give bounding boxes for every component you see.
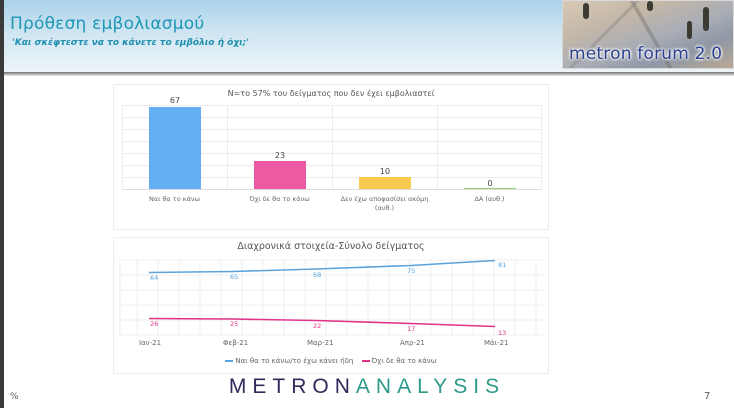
line-chart-plot: 64 65 68 75 81 26 25 22 17 13 Ιαν-21 Φεβ… xyxy=(119,259,544,347)
bar-value-label: 23 xyxy=(274,151,286,160)
logo-photo-figure xyxy=(647,1,653,11)
legend-item-yes: Ναι θα το κάνω/το έχω κάνει ήδη xyxy=(225,357,353,365)
category-label: Ναι θα το κάνω xyxy=(149,195,200,203)
legend-swatch-blue xyxy=(225,360,234,362)
svg-text:75: 75 xyxy=(407,267,415,275)
gridline xyxy=(227,105,228,189)
gridline xyxy=(332,105,333,189)
metron-analysis-logo: METRONANALYSIS xyxy=(0,375,734,399)
svg-text:13: 13 xyxy=(498,329,506,337)
page-number: 7 xyxy=(704,391,711,402)
svg-text:Φεβ-21: Φεβ-21 xyxy=(223,339,248,347)
metron-forum-logo: metron forum 2.0 xyxy=(562,0,734,69)
legend-label: Ναι θα το κάνω/το έχω κάνει ήδη xyxy=(235,357,354,365)
bar-chart-title: N=το 57% του δείγματος που δεν έχει εμβο… xyxy=(227,89,435,98)
bar-undecided xyxy=(359,177,411,189)
slide-title: Πρόθεση εμβολιασμού xyxy=(10,14,205,34)
brand-metron: METRON xyxy=(228,375,356,398)
logo-photo-figure xyxy=(703,7,709,31)
header-divider xyxy=(4,72,734,76)
bar-chart-plot-area: 67 23 10 0 xyxy=(122,96,542,190)
category-label: ΔΑ (αυθ.) xyxy=(474,195,505,203)
svg-text:Ιαν-21: Ιαν-21 xyxy=(139,339,161,347)
legend-swatch-pink xyxy=(361,360,370,362)
svg-text:Απρ-21: Απρ-21 xyxy=(400,339,425,347)
bar-value-label: 10 xyxy=(379,167,391,176)
svg-text:17: 17 xyxy=(407,325,415,333)
svg-text:26: 26 xyxy=(150,320,158,328)
gridline xyxy=(122,105,123,189)
slide-subtitle: 'Και σκέφτεστε να το κάνετε το εμβόλιο ή… xyxy=(12,38,249,48)
bar-no-answer xyxy=(464,188,516,189)
svg-text:Μάι-21: Μάι-21 xyxy=(484,339,508,347)
line-chart-grid xyxy=(119,259,544,336)
svg-text:64: 64 xyxy=(150,274,158,282)
unit-label: % xyxy=(10,392,19,402)
line-chart-title: Διαχρονικά στοιχεία-Σύνολο δείγματος xyxy=(237,241,425,252)
svg-text:68: 68 xyxy=(313,271,321,279)
line-chart: Διαχρονικά στοιχεία-Σύνολο δείγματος xyxy=(113,237,549,374)
gridline xyxy=(541,105,542,189)
bar-value-label: 67 xyxy=(169,96,181,105)
svg-text:65: 65 xyxy=(230,273,238,281)
gridline xyxy=(437,105,438,189)
brand-analysis: ANALYSIS xyxy=(355,375,506,398)
series-yes-line xyxy=(148,259,496,274)
svg-text:81: 81 xyxy=(498,261,506,269)
x-axis-line xyxy=(122,189,542,190)
logo-photo-figure xyxy=(583,3,589,19)
category-label: Όχι δε θα το κάνω xyxy=(249,195,310,203)
window-left-edge xyxy=(0,0,4,408)
bar-no xyxy=(254,161,306,189)
legend-item-no: Όχι δε θα το κάνω xyxy=(361,357,437,365)
category-label: Δεν έχω αποφασίσει ακόμη (αυθ.) xyxy=(340,195,429,212)
logo-text: metron forum 2.0 xyxy=(569,44,723,64)
bar-value-label: 0 xyxy=(487,179,493,188)
bar-chart: N=το 57% του δείγματος που δεν έχει εμβο… xyxy=(113,84,549,230)
svg-text:25: 25 xyxy=(230,320,238,328)
svg-text:Μαρ-21: Μαρ-21 xyxy=(307,339,334,347)
legend-label: Όχι δε θα το κάνω xyxy=(371,357,437,365)
bar-yes xyxy=(149,107,201,189)
svg-text:22: 22 xyxy=(313,322,321,330)
series-no-line xyxy=(148,317,496,328)
logo-photo-figure xyxy=(687,21,692,39)
slide-header: Πρόθεση εμβολιασμού 'Και σκέφτεστε να το… xyxy=(4,0,734,72)
line-chart-legend: Ναι θα το κάνω/το έχω κάνει ήδη Όχι δε θ… xyxy=(114,357,548,365)
